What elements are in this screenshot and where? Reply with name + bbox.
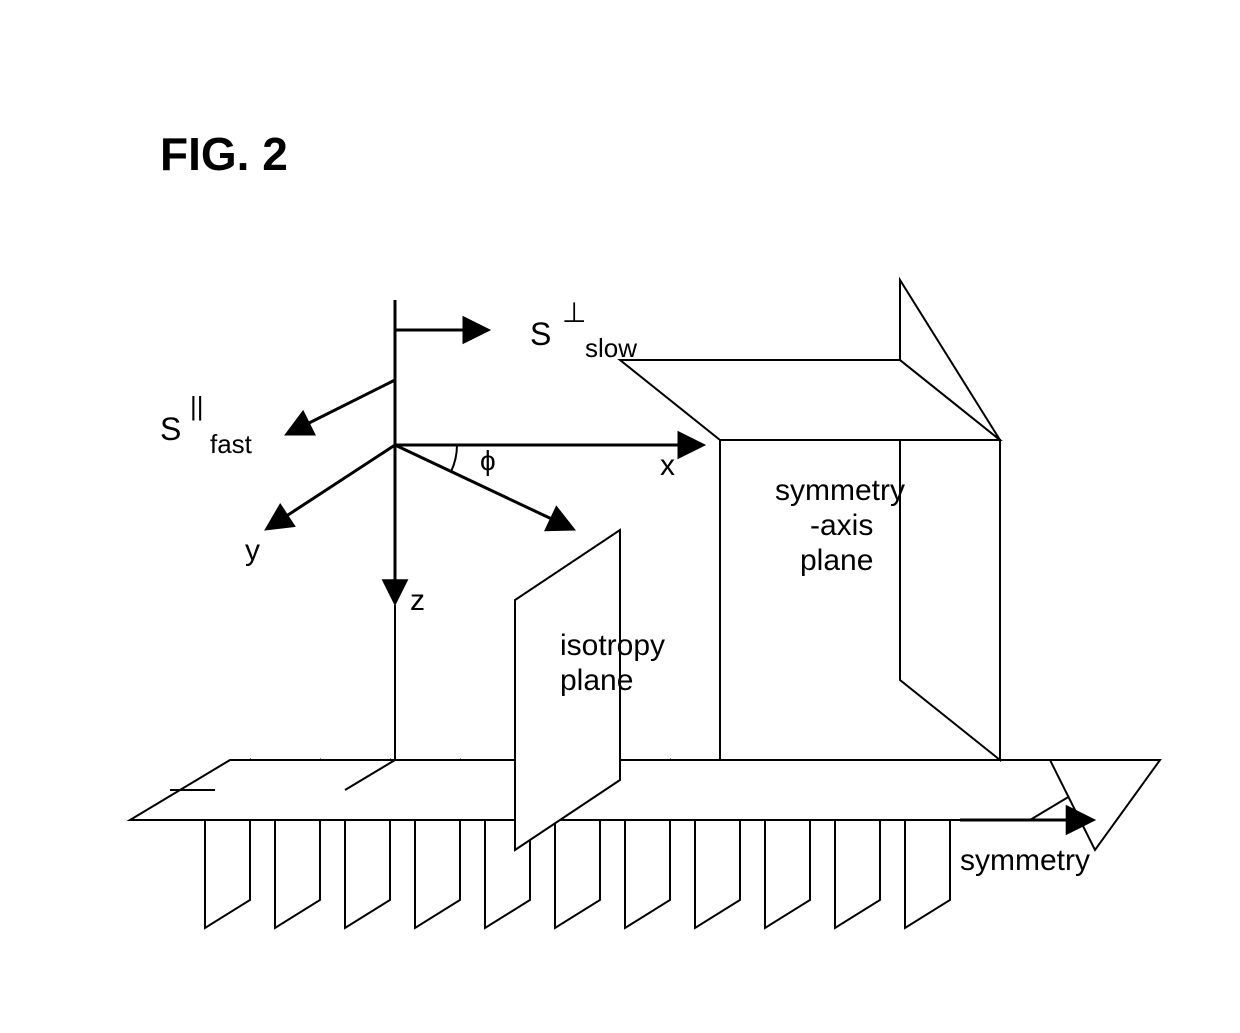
floor-plane	[130, 760, 1130, 820]
symmetry-axis-plane-label-2: -axis	[810, 509, 873, 542]
isotropy-label-2: plane	[560, 664, 633, 697]
phi-label: ϕ	[480, 445, 496, 476]
phi-arc	[451, 445, 457, 472]
axis-x-label: x	[660, 449, 675, 482]
s-fast-par: ||	[190, 391, 204, 421]
s-fast-arrow	[285, 380, 395, 435]
axis-y-label: y	[245, 534, 260, 567]
s-fast-sub: fast	[210, 429, 253, 459]
s-vectors	[285, 317, 490, 436]
s-slow-arrow	[395, 317, 490, 344]
s-slow-perp: ⊥	[562, 297, 586, 328]
symmetry-box-lower-ramp	[1050, 760, 1160, 850]
axis-z-label: z	[410, 584, 425, 617]
figure-title: FIG. 2	[160, 128, 288, 180]
symmetry-axis-plane-label-3: plane	[800, 544, 873, 577]
symmetry-label: symmetry	[960, 844, 1090, 877]
s-slow-sub: slow	[585, 333, 637, 363]
floor-parallelogram	[130, 760, 1130, 820]
symmetry-axis-plane-label-1: symmetry	[775, 474, 905, 507]
s-fast-S: S	[160, 411, 181, 447]
isotropy-label-1: isotropy	[560, 629, 665, 662]
s-slow-S: S	[530, 316, 551, 352]
